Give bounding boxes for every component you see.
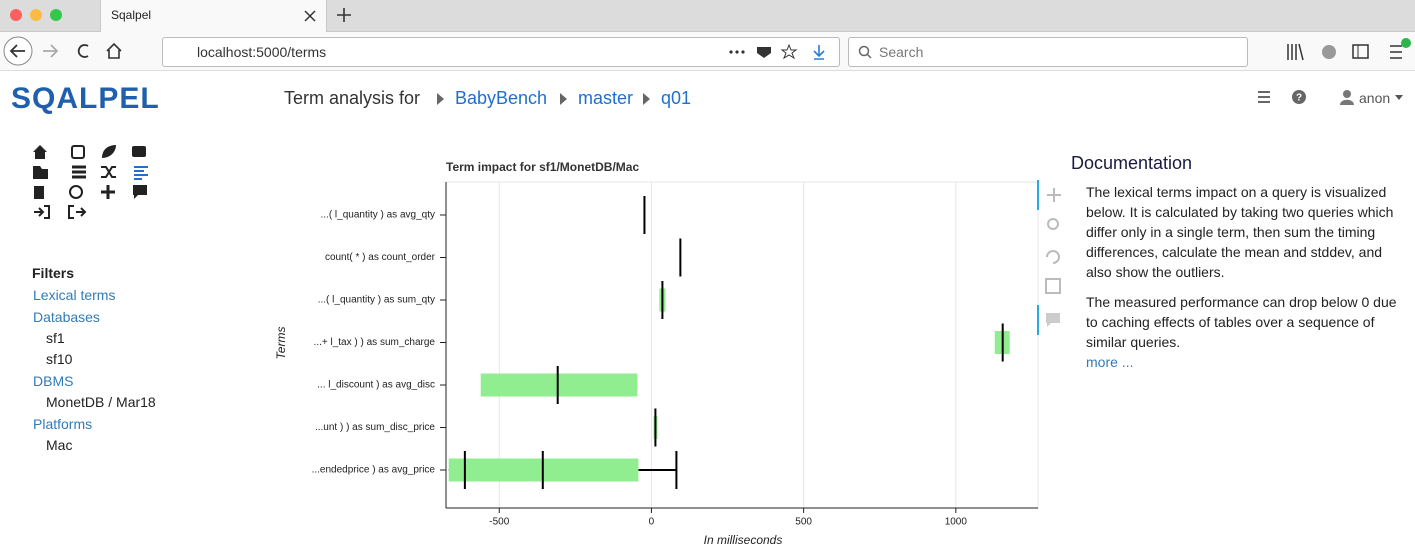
filter-group[interactable]: Databases <box>33 309 100 325</box>
new-tab[interactable] <box>335 6 353 24</box>
filter-group[interactable]: Lexical terms <box>33 287 116 303</box>
comment-icon[interactable] <box>133 185 147 199</box>
reload[interactable] <box>77 44 89 58</box>
y-tick-label: ...endedprice ) as avg_price <box>312 465 436 476</box>
search-icon <box>858 45 872 59</box>
svg-text:?: ? <box>1296 93 1302 104</box>
y-tick-label: count( * ) as count_order <box>325 252 436 263</box>
folder-icon[interactable] <box>33 166 48 179</box>
edit-icon[interactable] <box>71 145 85 159</box>
save-tool[interactable] <box>1045 278 1061 294</box>
url-icons <box>729 44 825 60</box>
logout-icon[interactable] <box>68 205 87 219</box>
user-menu[interactable]: anon <box>1359 90 1391 106</box>
filter-item[interactable]: sf10 <box>46 351 73 367</box>
y-tick-label: ...( l_quantity ) as avg_qty <box>320 210 435 221</box>
nav-buttons <box>3 36 122 66</box>
breadcrumb[interactable]: q01 <box>661 88 692 108</box>
list-icon[interactable] <box>72 165 86 179</box>
forward[interactable] <box>43 44 59 58</box>
y-tick-label: ...unt ) ) as sum_disc_price <box>315 422 435 433</box>
chart-toolbar <box>1037 180 1061 335</box>
home[interactable] <box>106 42 122 59</box>
breadcrumb[interactable]: master <box>578 88 634 108</box>
x-tick-label: -500 <box>489 517 509 528</box>
filter-item[interactable]: Mac <box>46 437 73 453</box>
browser-tools <box>1287 38 1411 61</box>
window-controls <box>10 9 62 21</box>
breadcrumb-arrow <box>437 93 444 105</box>
user-icon <box>1340 90 1354 105</box>
pan-tool[interactable] <box>1047 188 1061 202</box>
box <box>480 373 638 397</box>
page-heading: Term analysis for <box>284 88 421 108</box>
close-tab[interactable] <box>304 10 316 22</box>
breadcrumb-arrow <box>560 93 567 105</box>
x-axis-label: In milliseconds <box>704 533 783 547</box>
terms-icon[interactable] <box>134 166 148 180</box>
hover-tool[interactable] <box>1046 313 1060 327</box>
caret <box>1395 95 1403 100</box>
y-tick-label: ... l_discount ) as avg_disc <box>317 380 435 391</box>
breadcrumb[interactable]: BabyBench <box>455 88 548 108</box>
filter-item[interactable]: MonetDB / Mar18 <box>46 394 156 410</box>
help[interactable] <box>1292 90 1306 104</box>
y-tick-label: ...( l_quantity ) as sum_qty <box>318 295 435 306</box>
x-tick-label: 0 <box>649 517 655 528</box>
search-placeholder: Search <box>879 44 924 60</box>
gauge-icon[interactable] <box>69 185 83 199</box>
tab-title: Sqalpel <box>111 8 152 22</box>
x-tick-label: 1000 <box>945 517 968 528</box>
filters-title: Filters <box>32 265 75 281</box>
logo[interactable]: SQALPEL <box>11 82 160 115</box>
shuffle-icon[interactable] <box>101 166 116 178</box>
chart-title: Term impact for sf1/MonetDB/Mac <box>446 160 639 174</box>
x-tick-label: 500 <box>795 517 812 528</box>
url: localhost:5000/terms <box>197 44 327 60</box>
zoom-tool[interactable] <box>1047 218 1059 230</box>
doc-title: Documentation <box>1071 153 1193 173</box>
filter-group[interactable]: Platforms <box>33 416 93 432</box>
nav-icons <box>33 145 148 219</box>
y-tick-label: ...+ l_tax ) ) as sum_charge <box>314 337 436 348</box>
tab[interactable]: Sqalpel <box>100 0 327 32</box>
doc-paragraph: The lexical terms impact on a query is v… <box>1086 184 1394 280</box>
more-link[interactable]: more ... <box>1086 354 1134 370</box>
home-icon[interactable] <box>33 145 47 159</box>
db-icon[interactable] <box>132 146 146 157</box>
login-icon[interactable] <box>34 205 50 219</box>
doc-paragraph: The measured performance can drop below … <box>1086 294 1397 350</box>
filter-item[interactable]: sf1 <box>46 330 65 346</box>
url-bar[interactable]: localhost:5000/terms <box>162 37 840 67</box>
back[interactable] <box>9 44 25 58</box>
move-icon[interactable] <box>101 185 115 199</box>
reset-tool[interactable] <box>1046 250 1060 264</box>
chart: Term impact for sf1/MonetDB/Mac Terms In… <box>274 160 1039 547</box>
breadcrumb-arrow <box>643 93 650 105</box>
search-bar[interactable]: Search <box>848 37 1248 67</box>
copy-icon[interactable] <box>34 186 44 199</box>
y-axis-label: Terms <box>274 327 288 360</box>
menu[interactable] <box>1258 91 1270 103</box>
header-icons: ? <box>1258 90 1306 104</box>
filter-group[interactable]: DBMS <box>33 373 74 389</box>
leaf-icon[interactable] <box>102 145 116 158</box>
documentation: The lexical terms impact on a query is v… <box>1086 182 1398 372</box>
